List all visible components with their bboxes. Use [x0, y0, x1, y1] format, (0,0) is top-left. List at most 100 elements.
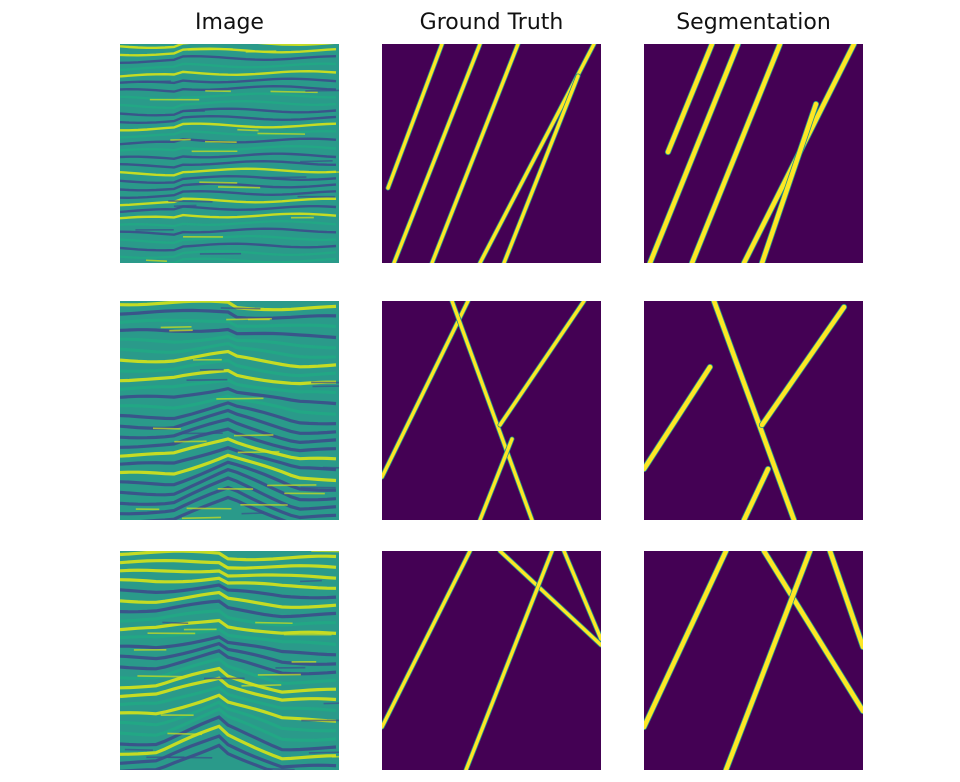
seismic-streak	[257, 132, 306, 135]
seismic-streak	[216, 397, 264, 400]
seismic-reflector	[120, 551, 337, 562]
seismic-streak	[124, 748, 153, 751]
seismic-streak	[322, 466, 339, 469]
seismic-streak	[223, 566, 252, 569]
seismic-streak	[255, 621, 293, 625]
segmentation-fault-line	[711, 301, 797, 520]
seismic-streak	[218, 186, 261, 189]
seismic-reflector	[120, 590, 337, 609]
seismic-streak	[169, 329, 193, 332]
seismic-reflector	[120, 743, 274, 770]
seismic-reflector	[120, 242, 337, 252]
seismic-reflector	[120, 62, 337, 72]
ground-truth-fault-line	[430, 44, 520, 263]
seismic-streak	[187, 48, 233, 51]
ground-truth-mask-row-2	[382, 301, 601, 520]
seismic-reflector	[120, 219, 337, 228]
seismic-streak	[173, 204, 197, 207]
segmentation-fault-line	[723, 551, 813, 770]
segmentation-fault-line	[647, 44, 741, 263]
seismic-reflector	[140, 495, 287, 520]
seismic-reflector	[120, 394, 337, 416]
seismic-streak	[300, 579, 322, 583]
segmentation-fault-line	[741, 466, 771, 520]
seismic-streak	[168, 200, 213, 203]
seismic-reflector	[120, 249, 337, 260]
seismic-streak	[270, 90, 318, 94]
seismic-streak	[233, 434, 274, 437]
seismic-reflector	[120, 234, 337, 245]
ground-truth-fault-line	[450, 301, 534, 520]
seismic-image-row-2	[120, 301, 339, 520]
segmentation-fault-line	[644, 364, 713, 472]
seismic-reflector	[120, 676, 337, 702]
seismic-reflector	[120, 318, 337, 329]
seismic-reflector	[120, 44, 335, 49]
segmentation-fault-line	[761, 551, 863, 714]
ground-truth-mask-row-1	[382, 44, 601, 263]
seismic-streak	[241, 512, 264, 515]
column-title-ground-truth: Ground Truth	[419, 10, 564, 35]
seismic-streak	[138, 80, 171, 83]
seismic-streak	[237, 128, 259, 132]
seismic-reflector	[120, 387, 337, 406]
seismic-reflector	[120, 358, 337, 378]
seismic-reflector	[120, 327, 337, 340]
column-title-image: Image	[195, 10, 264, 35]
ground-truth-background	[382, 44, 601, 263]
seismic-streak	[220, 307, 261, 310]
segmentation-fault-line	[644, 551, 729, 730]
seismic-streak	[267, 767, 295, 770]
seismic-reflector	[120, 301, 337, 312]
segmentation-background	[644, 551, 863, 770]
seismic-reflector	[120, 417, 337, 445]
seismic-reflector	[120, 693, 337, 723]
seismic-streak	[300, 160, 333, 163]
seismic-reflector	[120, 129, 337, 139]
seismic-reflector	[120, 558, 337, 570]
ground-truth-fault-line	[478, 437, 514, 520]
seismic-reflector	[120, 182, 337, 192]
ground-truth-fault-line	[562, 551, 601, 641]
seismic-reflector	[120, 334, 337, 350]
seismic-reflector	[120, 341, 337, 359]
segmentation-fault-line	[689, 44, 783, 263]
seismic-reflector	[120, 159, 337, 169]
segmentation-fault-line	[759, 304, 847, 428]
seismic-streak	[331, 755, 339, 758]
seismic-reflector	[120, 627, 337, 646]
seismic-reflector	[120, 618, 337, 635]
seismic-reflector	[120, 583, 337, 600]
seismic-reflector	[120, 174, 337, 185]
ground-truth-fault-line	[464, 551, 554, 770]
seismic-reflector	[120, 99, 337, 110]
ground-truth-background	[382, 551, 601, 770]
seismic-streak	[267, 484, 317, 487]
segmentation-background	[644, 44, 863, 263]
seismic-reflector	[120, 212, 337, 220]
ground-truth-fault-line	[386, 44, 444, 190]
seismic-reflector	[120, 467, 337, 502]
seismic-reflector	[120, 308, 337, 320]
seismic-reflector	[120, 734, 337, 769]
seismic-reflector	[120, 107, 337, 117]
seismic-reflector	[120, 437, 337, 461]
segmentation-mask-row-2	[644, 301, 863, 520]
seismic-reflector	[120, 641, 337, 666]
ground-truth-fault-line	[502, 74, 580, 263]
seismic-reflector	[120, 122, 337, 132]
seismic-streak	[162, 621, 189, 625]
seismic-reflector	[120, 609, 337, 627]
seismic-reflector	[120, 685, 337, 713]
seismic-streak	[167, 732, 203, 736]
seismic-streak	[226, 317, 272, 321]
seismic-reflector	[120, 152, 337, 161]
seismic-reflector	[120, 453, 337, 483]
seismic-reflector	[120, 349, 337, 369]
seismic-streak	[199, 181, 238, 184]
seismic-reflector	[120, 446, 337, 472]
seismic-reflector	[120, 460, 337, 492]
seismic-reflector	[120, 197, 337, 207]
seismic-reflector	[120, 401, 337, 426]
seismic-streak	[245, 50, 277, 53]
